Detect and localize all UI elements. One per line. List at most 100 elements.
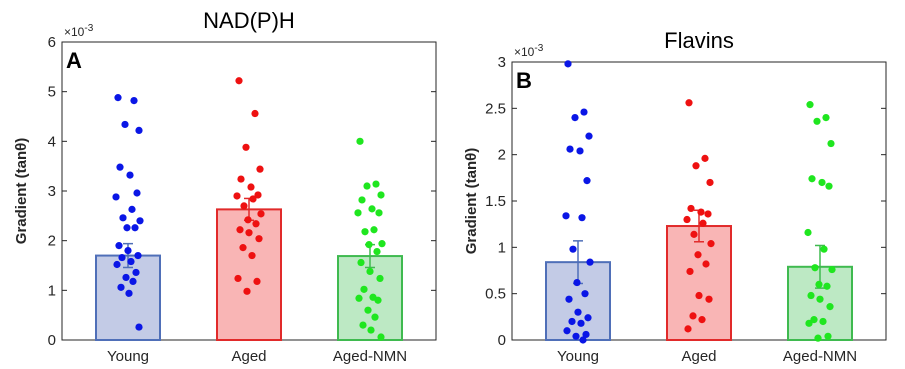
data-point (583, 177, 591, 185)
data-point (582, 330, 590, 339)
data-point (234, 274, 242, 283)
data-point (690, 230, 698, 238)
data-point (683, 215, 691, 224)
data-point (684, 325, 692, 333)
data-point (239, 244, 247, 252)
data-point (128, 205, 136, 213)
data-point (564, 60, 572, 68)
data-point (377, 333, 385, 341)
data-point (357, 258, 365, 267)
data-point (135, 323, 143, 331)
data-point (119, 214, 127, 222)
data-point (254, 191, 262, 199)
data-point (356, 137, 364, 145)
data-point (136, 217, 144, 225)
data-point (354, 209, 362, 217)
data-point (687, 204, 695, 213)
data-point (704, 210, 712, 218)
data-point (827, 139, 835, 148)
bar-aged (666, 225, 732, 342)
data-point (828, 265, 836, 274)
data-point (807, 291, 815, 300)
data-point (372, 180, 380, 188)
x-tick-label: Aged-NMN (333, 348, 407, 365)
data-point (114, 94, 122, 102)
chart-panel-b: 0 0.5 1 1.5 2 2.5 3 Young Aged Aged-NMN Flavins B ×1… (463, 28, 887, 365)
data-point (249, 195, 257, 203)
data-point (255, 235, 263, 243)
data-point (248, 251, 256, 260)
data-point (125, 289, 133, 297)
y-tick-label: 4 (48, 133, 56, 150)
data-point (814, 334, 822, 342)
data-point (566, 145, 574, 153)
data-point (584, 314, 592, 322)
data-point (822, 114, 830, 122)
data-point (374, 296, 382, 304)
panel-label: A (66, 48, 82, 73)
y-tick-label: 1 (498, 239, 506, 256)
data-point (579, 336, 587, 344)
data-point (124, 247, 132, 255)
data-point (694, 251, 702, 259)
data-point (585, 132, 593, 140)
data-point (377, 191, 385, 199)
data-point (578, 214, 586, 222)
data-point (820, 245, 828, 253)
data-point (371, 313, 379, 321)
data-point (818, 178, 826, 187)
data-point (701, 154, 709, 162)
data-point (237, 175, 245, 183)
y-tick-label: 5 (48, 84, 56, 101)
data-point (256, 165, 264, 173)
data-point (574, 308, 582, 316)
data-point (368, 205, 376, 213)
data-point (244, 216, 252, 224)
data-point (813, 117, 821, 125)
y-tick-label: 3 (498, 54, 506, 71)
data-point (568, 317, 576, 326)
x-tick-label: Aged (681, 348, 716, 365)
data-point (366, 267, 374, 276)
y-tick-label: 1 (48, 282, 56, 299)
data-point (686, 267, 694, 276)
data-point (697, 208, 705, 216)
data-point (571, 114, 579, 122)
data-point (361, 228, 369, 236)
data-point (131, 224, 139, 232)
data-point (245, 229, 253, 237)
data-point (364, 306, 372, 314)
data-point (252, 220, 260, 228)
data-point (823, 282, 831, 290)
data-point (134, 251, 142, 260)
data-point (360, 285, 368, 293)
bar-young (95, 254, 161, 341)
data-point (705, 295, 713, 303)
data-point (129, 277, 137, 285)
data-point (806, 101, 814, 109)
y-axis-label: Gradient (tanθ) (463, 148, 480, 254)
data-point (135, 126, 143, 135)
data-point (376, 274, 384, 283)
data-point (365, 241, 373, 249)
data-point (251, 109, 259, 118)
data-point (576, 147, 584, 155)
y-tick-label: 1.5 (485, 193, 506, 210)
data-point (808, 175, 816, 183)
x-tick-label: Aged (231, 348, 266, 365)
data-point (113, 260, 121, 269)
data-point (247, 183, 255, 191)
data-point (359, 321, 367, 329)
data-point (378, 240, 386, 248)
data-point (699, 219, 707, 227)
data-point (358, 196, 366, 204)
data-point (242, 143, 250, 151)
data-point (819, 317, 827, 326)
data-point (810, 316, 818, 324)
data-point (811, 264, 819, 272)
data-point (253, 277, 261, 285)
data-point (698, 316, 706, 324)
y-tick-label: 0 (498, 332, 506, 349)
data-point (133, 189, 141, 197)
